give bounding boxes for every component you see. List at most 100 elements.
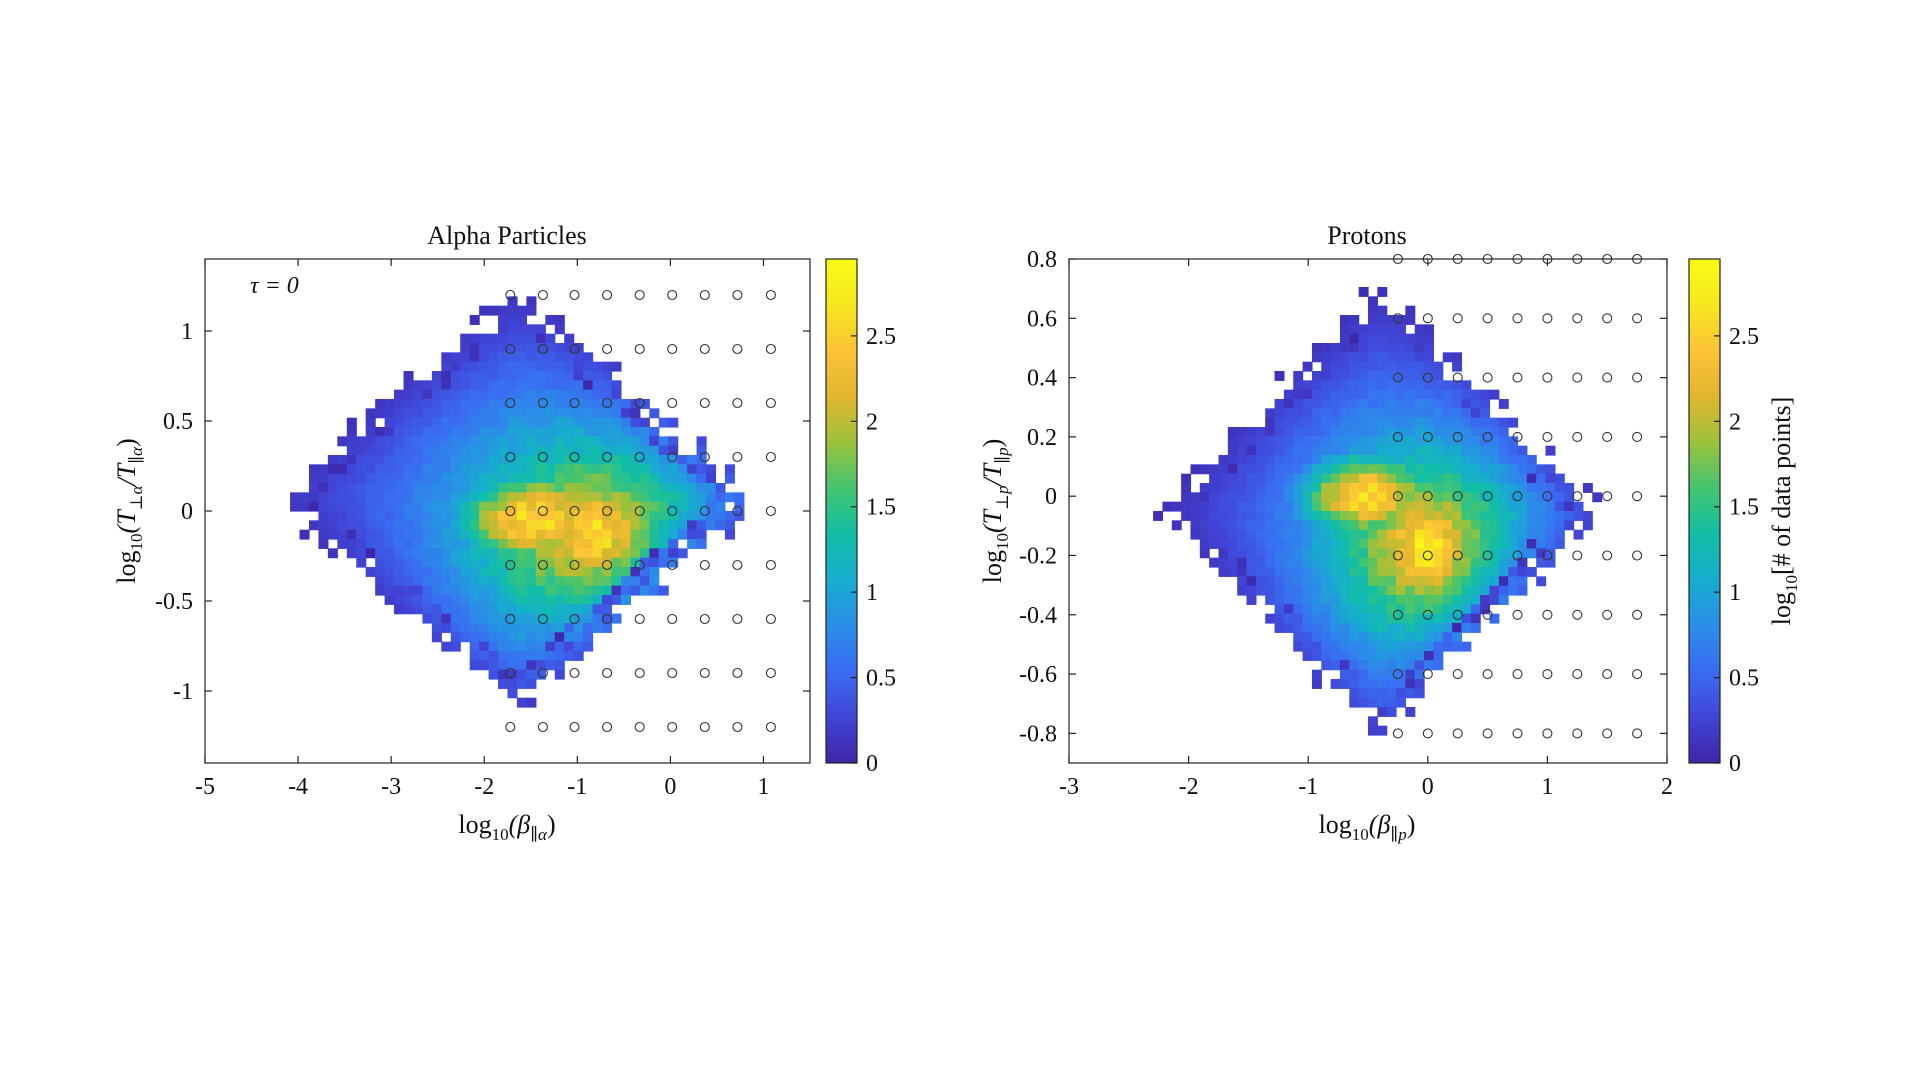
heatmap-cell bbox=[526, 445, 537, 456]
heatmap-cell bbox=[346, 548, 357, 559]
heatmap-cell bbox=[535, 511, 546, 521]
heatmap-cell bbox=[1311, 529, 1322, 540]
heatmap-cell bbox=[592, 399, 603, 409]
heatmap-cell bbox=[1218, 473, 1229, 484]
heatmap-cell bbox=[573, 361, 584, 372]
heatmap-cell bbox=[498, 511, 509, 521]
heatmap-cell bbox=[1489, 557, 1500, 568]
heatmap-cell bbox=[498, 371, 509, 381]
colorbar-tick-label: 1.5 bbox=[1729, 495, 1759, 521]
heatmap-cell bbox=[469, 352, 480, 363]
heatmap-cell bbox=[1442, 408, 1453, 419]
heatmap-cell bbox=[394, 520, 405, 531]
heatmap-cell bbox=[535, 539, 546, 549]
heatmap-cell bbox=[507, 632, 518, 643]
heatmap-cell bbox=[545, 520, 556, 531]
heatmap-cell bbox=[1358, 343, 1369, 353]
heatmap-cell bbox=[1396, 595, 1406, 605]
heatmap-cell bbox=[422, 492, 433, 503]
heatmap-cell bbox=[431, 492, 442, 503]
heatmap-cell bbox=[668, 557, 679, 568]
heatmap-cell bbox=[1330, 473, 1341, 484]
heatmap-cell bbox=[488, 641, 499, 652]
heatmap-cell bbox=[1339, 315, 1350, 325]
grid-marker bbox=[634, 505, 645, 517]
heatmap-cell bbox=[1302, 604, 1313, 615]
heatmap-cell bbox=[1368, 501, 1378, 512]
heatmap-cell bbox=[1386, 595, 1397, 605]
heatmap-cell bbox=[1293, 455, 1304, 465]
heatmap-cell bbox=[488, 483, 499, 493]
heatmap-cell bbox=[1274, 436, 1285, 447]
heatmap-cell bbox=[1414, 557, 1425, 568]
heatmap-cell bbox=[526, 539, 537, 549]
heatmap-cell bbox=[1368, 567, 1378, 577]
heatmap-cell bbox=[1386, 660, 1397, 671]
grid-marker bbox=[505, 343, 516, 355]
heatmap-cell bbox=[516, 660, 527, 671]
heatmap-cell bbox=[639, 585, 650, 596]
heatmap-cell bbox=[1405, 380, 1416, 391]
heatmap-cell bbox=[1452, 567, 1463, 577]
heatmap-cell bbox=[346, 436, 357, 447]
heatmap-cell bbox=[1283, 399, 1294, 409]
protons-heatmap bbox=[1153, 287, 1603, 736]
heatmap-cell bbox=[1265, 557, 1276, 568]
heatmap-cell bbox=[583, 483, 594, 493]
heatmap-cell bbox=[450, 417, 461, 428]
heatmap-cell bbox=[318, 501, 329, 512]
heatmap-cell bbox=[1293, 595, 1304, 605]
heatmap-cell bbox=[1199, 520, 1210, 531]
heatmap-cell bbox=[1311, 651, 1322, 661]
heatmap-cell bbox=[611, 455, 622, 465]
heatmap-cell bbox=[1405, 417, 1416, 428]
heatmap-cell bbox=[1302, 557, 1313, 568]
heatmap-cell bbox=[1489, 464, 1500, 475]
heatmap-cell bbox=[507, 343, 518, 353]
heatmap-cell bbox=[1470, 427, 1481, 437]
heatmap-cell bbox=[1199, 539, 1210, 549]
heatmap-cell bbox=[611, 464, 622, 475]
heatmap-cell bbox=[1508, 464, 1519, 475]
heatmap-cell bbox=[564, 436, 575, 447]
heatmap-cell bbox=[526, 697, 537, 708]
heatmap-cell bbox=[1396, 576, 1406, 587]
grid-marker bbox=[505, 559, 516, 571]
heatmap-cell bbox=[1358, 623, 1369, 633]
heatmap-cell bbox=[507, 623, 518, 633]
heatmap-cell bbox=[1368, 651, 1378, 661]
heatmap-cell bbox=[734, 511, 745, 521]
heatmap-cell bbox=[356, 501, 367, 512]
heatmap-cell bbox=[394, 501, 405, 512]
heatmap-cell bbox=[1545, 473, 1556, 484]
grid-marker bbox=[1542, 431, 1553, 442]
heatmap-cell bbox=[356, 492, 367, 503]
heatmap-cell bbox=[1442, 623, 1453, 633]
heatmap-cell bbox=[639, 492, 650, 503]
heatmap-cell bbox=[592, 623, 603, 633]
y-tick-label: -0.4 bbox=[1019, 603, 1057, 629]
heatmap-cell bbox=[1237, 464, 1248, 475]
heatmap-cell bbox=[1162, 501, 1173, 512]
heatmap-cell bbox=[1255, 436, 1266, 447]
heatmap-cell bbox=[1452, 511, 1463, 521]
heatmap-cell bbox=[1274, 567, 1285, 577]
heatmap-cell bbox=[431, 557, 442, 568]
heatmap-cell bbox=[384, 595, 395, 605]
heatmap-cell bbox=[1227, 445, 1238, 456]
heatmap-cell bbox=[724, 529, 735, 540]
heatmap-cell bbox=[696, 520, 707, 531]
heatmap-cell bbox=[1386, 623, 1397, 633]
heatmap-cell bbox=[1293, 417, 1304, 428]
heatmap-cell bbox=[1396, 604, 1406, 615]
heatmap-cell bbox=[1209, 492, 1220, 503]
heatmap-cell bbox=[375, 473, 386, 484]
heatmap-cell bbox=[1396, 352, 1406, 363]
heatmap-cell bbox=[450, 641, 461, 652]
heatmap-cell bbox=[1414, 389, 1425, 400]
heatmap-cell bbox=[412, 539, 424, 549]
heatmap-cell bbox=[1480, 464, 1491, 475]
heatmap-cell bbox=[602, 483, 613, 493]
heatmap-cell bbox=[431, 585, 442, 596]
heatmap-cell bbox=[677, 529, 688, 540]
